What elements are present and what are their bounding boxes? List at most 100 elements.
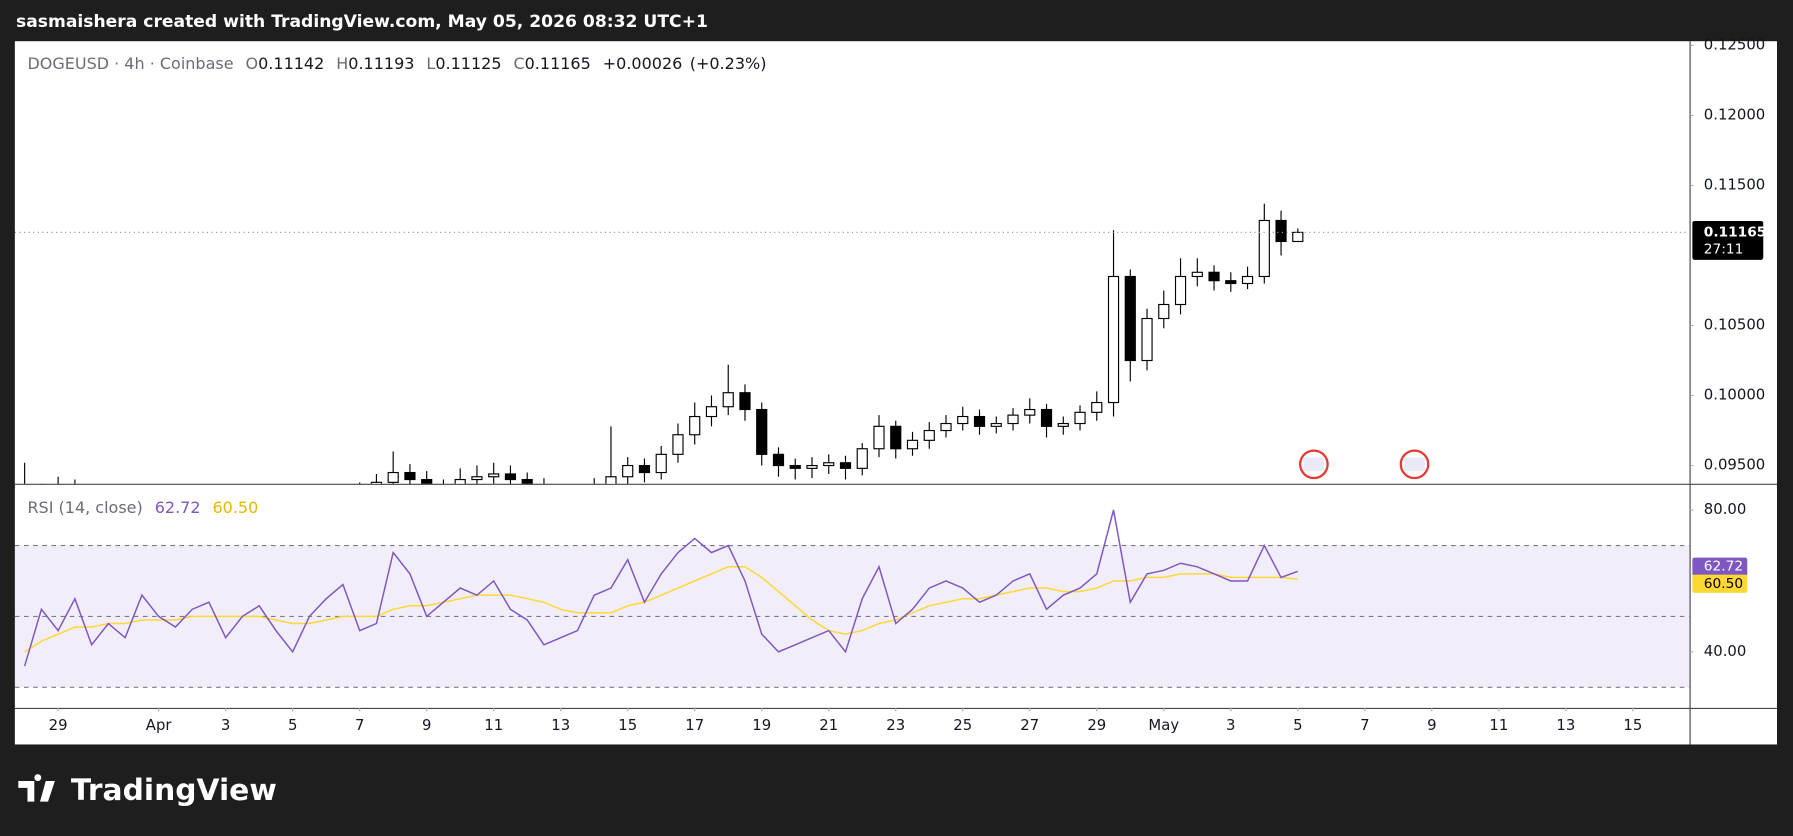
x-tick-label: 25 <box>953 716 972 734</box>
candle-body <box>638 464 651 474</box>
legend-label: L <box>426 54 435 73</box>
candle-body <box>990 422 1002 427</box>
change: +0.00026 <box>603 54 683 73</box>
candle-body <box>739 392 751 411</box>
candle-body <box>421 478 433 484</box>
x-tick-label: 27 <box>1020 716 1039 734</box>
change-pct: (+0.23%) <box>690 54 767 73</box>
event-icons <box>1299 449 1430 480</box>
x-tick-label: 15 <box>1623 716 1642 734</box>
candle-body <box>1124 275 1136 362</box>
legend-label: O <box>246 54 259 73</box>
candle-body <box>839 462 852 469</box>
candle-body <box>1275 219 1287 243</box>
candle-body <box>1040 408 1053 427</box>
brand: TradingView <box>71 773 277 808</box>
rsi-value: 62.72 <box>155 497 201 516</box>
x-tick-label: 11 <box>484 716 503 734</box>
y-tick-label: 0.11500 <box>1704 175 1765 193</box>
price-legend: DOGEUSD · 4h · Coinbase O0.11142 H0.1119… <box>27 54 766 73</box>
y-tick-label: 0.12000 <box>1704 105 1765 123</box>
rsi-badge <box>1692 574 1748 593</box>
x-tick-label: 21 <box>819 716 838 734</box>
price-badge <box>1692 220 1764 260</box>
candle-body <box>1024 408 1036 416</box>
candle-body <box>1074 411 1086 425</box>
candle-body <box>1007 414 1019 425</box>
candle-body <box>806 464 818 469</box>
x-tick-label: 29 <box>1087 716 1106 734</box>
chart-area <box>14 41 1777 745</box>
legend-value: 0.11125 <box>435 54 501 73</box>
x-tick-label: 5 <box>288 716 297 734</box>
footer-logo: TradingView <box>18 773 277 808</box>
rsi-pane <box>14 509 1691 688</box>
legend-label: H <box>336 54 348 73</box>
flag <box>1404 457 1425 472</box>
candle-body <box>488 473 500 478</box>
x-tick-label: 29 <box>49 716 68 734</box>
candle-body <box>370 481 383 484</box>
header-text: sasmaishera created with TradingView.com… <box>16 12 708 32</box>
candle-body <box>1241 275 1254 285</box>
rsi-legend: RSI (14, close) 62.72 60.50 <box>27 497 258 516</box>
candle-body <box>655 453 667 474</box>
candle-body <box>957 415 969 425</box>
y-tick-label: 0.09500 <box>1704 456 1765 474</box>
candle-body <box>1208 271 1220 282</box>
candle-body <box>756 408 768 455</box>
price-countdown: 27:11 <box>1704 242 1744 258</box>
x-tick-label: 17 <box>685 716 704 734</box>
candle-body <box>1292 231 1304 243</box>
x-tick-label: 13 <box>1556 716 1575 734</box>
candle-body <box>387 471 399 483</box>
candle-body <box>823 462 835 467</box>
x-tick-label: May <box>1148 716 1179 734</box>
candle-body <box>1158 303 1170 320</box>
y-tick-label: 80.00 <box>1704 500 1747 518</box>
legend-label: C <box>513 54 524 73</box>
x-tick-label: 13 <box>551 716 570 734</box>
x-tick-label: 11 <box>1489 716 1508 734</box>
rsi-ma-value: 60.50 <box>212 497 258 516</box>
candle-body <box>1258 219 1270 278</box>
price-pane <box>14 203 1691 484</box>
candle-body <box>454 478 466 484</box>
x-tick-label: Apr <box>146 716 173 734</box>
legend-value: 0.11193 <box>348 54 414 73</box>
flag <box>1303 457 1325 472</box>
candle-body <box>772 453 785 467</box>
candle-body <box>1057 422 1069 427</box>
candle-body <box>856 448 868 469</box>
axes: 29 Apr 3 5 7 9 11 13 15 17 19 21 23 25 27 29 May 3 5 7 9 11 13… <box>49 35 1767 734</box>
y-tick-label: 0.10000 <box>1704 386 1765 404</box>
rsi-badge-value: 60.50 <box>1704 576 1743 592</box>
candle-body <box>521 478 533 484</box>
legend-value: 0.11165 <box>525 54 591 73</box>
candle-body <box>1107 275 1120 404</box>
candle-body <box>722 392 734 408</box>
candle-body <box>940 422 952 432</box>
candle-body <box>1174 275 1187 306</box>
y-tick-label: 0.12500 <box>1704 35 1765 53</box>
x-tick-label: 7 <box>355 716 364 734</box>
x-tick-label: 9 <box>422 716 431 734</box>
candle-body <box>605 476 617 484</box>
rsi-badge <box>1692 557 1748 576</box>
candle-body <box>672 434 684 455</box>
candle-body <box>471 476 483 481</box>
x-tick-label: 3 <box>1226 716 1235 734</box>
candle-body <box>1141 317 1153 362</box>
y-tick-label: 40.00 <box>1704 642 1747 660</box>
y-tick-label: 0.10500 <box>1704 316 1765 334</box>
candle-body <box>1191 271 1203 278</box>
candle-body <box>873 425 885 450</box>
x-tick-label: 19 <box>752 716 771 734</box>
rsi-line <box>24 566 1298 653</box>
candle-body <box>906 439 919 450</box>
rsi-line <box>23 509 1299 667</box>
x-tick-label: 3 <box>221 716 230 734</box>
candle-body <box>689 415 701 436</box>
rsi-band <box>14 545 1691 688</box>
